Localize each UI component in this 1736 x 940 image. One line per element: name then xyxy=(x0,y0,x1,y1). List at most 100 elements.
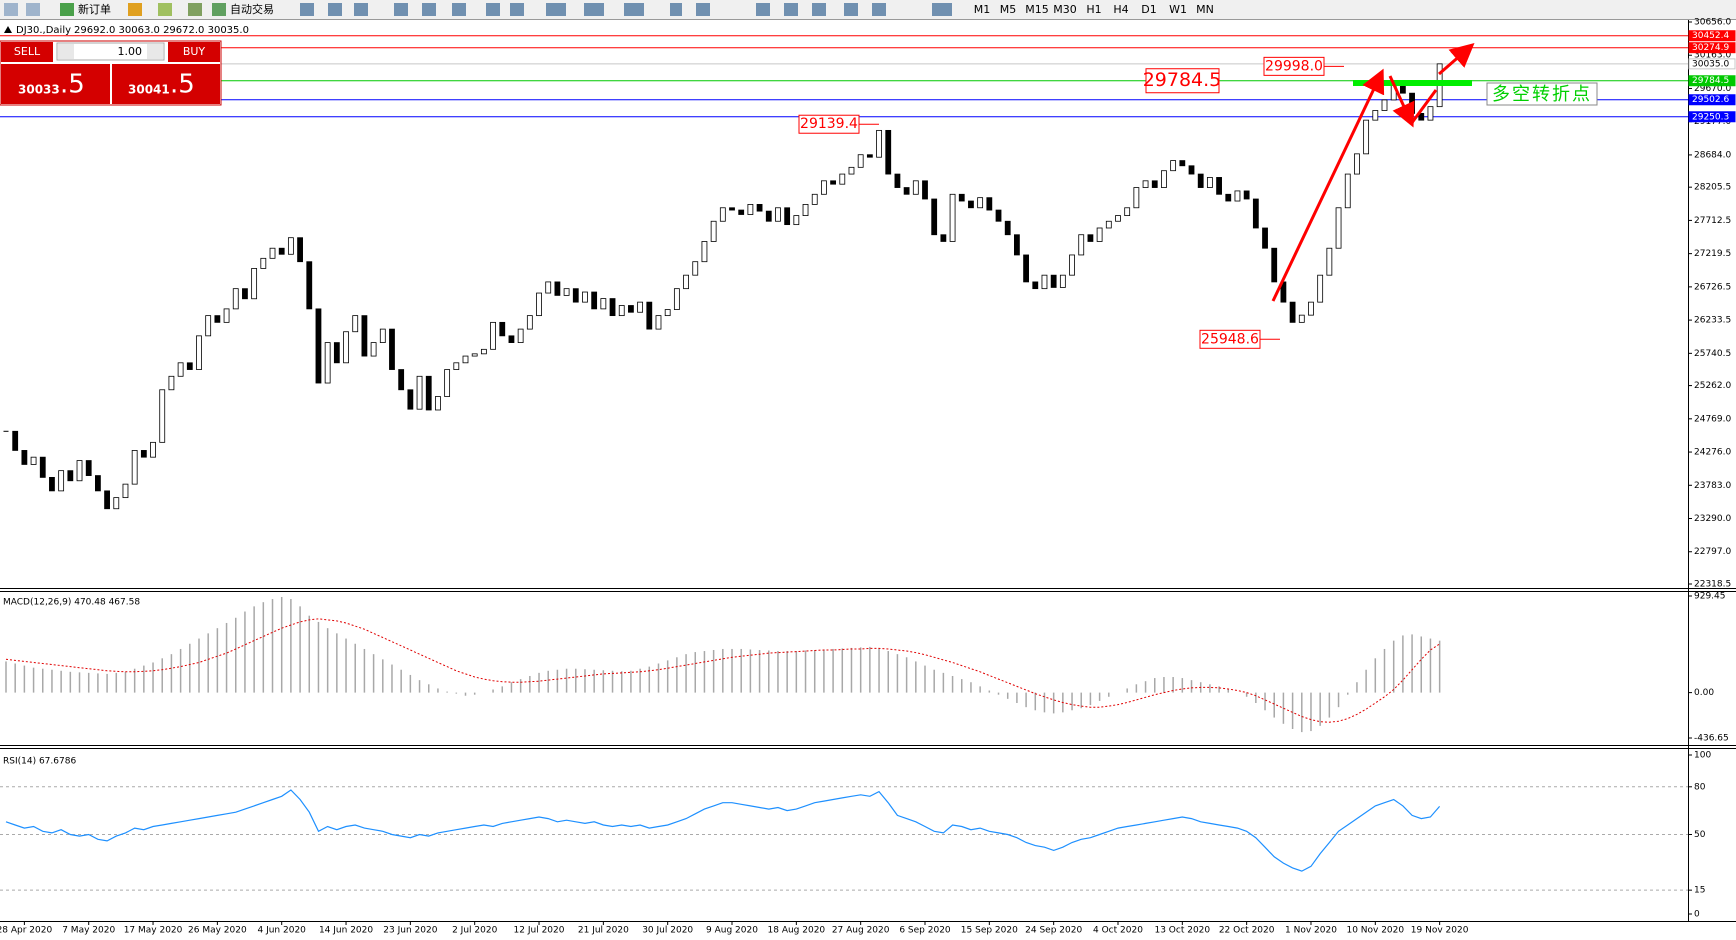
candle xyxy=(931,198,938,236)
candle xyxy=(609,298,616,317)
x-tick-label: 17 May 2020 xyxy=(124,926,183,936)
icon[interactable] xyxy=(546,3,566,16)
sell-quote[interactable] xyxy=(1,64,110,104)
timeframe[interactable]: H4 xyxy=(1113,3,1128,16)
candle xyxy=(398,369,405,391)
icon[interactable] xyxy=(486,3,500,16)
candle xyxy=(1142,180,1149,188)
timeframe[interactable]: H1 xyxy=(1086,3,1101,16)
timeframe[interactable]: M1 xyxy=(974,3,991,16)
icon[interactable] xyxy=(872,3,886,16)
candle xyxy=(582,291,588,303)
candle xyxy=(159,389,166,443)
icon[interactable] xyxy=(584,3,604,16)
buy-label[interactable]: BUY xyxy=(183,45,206,58)
icon[interactable] xyxy=(26,3,40,16)
sell-label[interactable]: SELL xyxy=(14,45,41,58)
candle xyxy=(517,328,524,343)
icon[interactable] xyxy=(354,3,368,16)
icon[interactable] xyxy=(328,3,342,16)
x-tick-label: 4 Oct 2020 xyxy=(1093,926,1143,936)
icon[interactable] xyxy=(452,3,466,16)
candle xyxy=(435,396,441,411)
icon[interactable] xyxy=(188,3,202,16)
icon[interactable] xyxy=(510,3,524,16)
candle xyxy=(821,180,827,195)
icon[interactable] xyxy=(158,3,172,16)
spin-down[interactable] xyxy=(58,44,74,59)
level-tag xyxy=(1688,94,1736,106)
icon[interactable] xyxy=(422,3,436,16)
icon[interactable] xyxy=(784,3,798,16)
icon[interactable] xyxy=(812,3,826,16)
candle xyxy=(242,288,248,300)
y-tick-label: -436.65 xyxy=(1694,734,1729,744)
volume-box[interactable] xyxy=(56,42,165,61)
candle xyxy=(1326,247,1333,276)
icon[interactable] xyxy=(670,3,682,16)
sell-pips[interactable]: .5 xyxy=(60,70,85,100)
icon[interactable] xyxy=(932,3,952,16)
timeframe[interactable]: M15 xyxy=(1025,3,1049,16)
x-tick-label: 18 Aug 2020 xyxy=(768,926,826,936)
x-tick-label: 19 Nov 2020 xyxy=(1411,926,1469,936)
icon[interactable] xyxy=(756,3,770,16)
candle xyxy=(1004,220,1011,236)
candle xyxy=(269,247,276,259)
sell-price[interactable]: 30033 xyxy=(18,83,60,97)
buy-quote[interactable] xyxy=(112,64,220,104)
timeframe[interactable]: M5 xyxy=(1000,3,1017,16)
new-order[interactable]: 新订单 xyxy=(78,2,111,16)
icon[interactable] xyxy=(212,3,226,16)
auto-trading[interactable]: 自动交易 xyxy=(230,2,274,16)
candle xyxy=(168,375,175,391)
icon[interactable] xyxy=(844,3,858,16)
timeframe[interactable]: D1 xyxy=(1141,3,1156,16)
buy-pips[interactable]: .5 xyxy=(170,70,195,100)
timeframe[interactable]: M30 xyxy=(1053,3,1077,16)
icon[interactable] xyxy=(624,3,644,16)
level-label: 29502.6 xyxy=(1692,95,1729,105)
icon[interactable] xyxy=(128,3,142,16)
candle xyxy=(866,154,873,158)
timeframe[interactable]: MN xyxy=(1196,3,1214,16)
sell-button[interactable] xyxy=(1,42,53,62)
icon[interactable] xyxy=(4,3,18,16)
icon[interactable] xyxy=(696,3,710,16)
icon[interactable] xyxy=(300,3,314,16)
candle xyxy=(701,241,708,263)
y-tick-label: 23290.0 xyxy=(1694,514,1731,524)
candle xyxy=(251,268,258,300)
annotation: 29998.0 xyxy=(1265,58,1323,74)
buy-price[interactable]: 30041 xyxy=(128,83,170,97)
candle xyxy=(857,154,864,168)
candle xyxy=(903,187,910,195)
y-tick-label: 30656.0 xyxy=(1694,18,1731,28)
candle xyxy=(683,274,689,290)
candle xyxy=(646,301,653,330)
candle xyxy=(260,257,267,269)
candle xyxy=(949,193,956,242)
candle xyxy=(673,288,680,310)
candle xyxy=(113,497,120,510)
candle xyxy=(1271,247,1278,283)
icon[interactable] xyxy=(60,3,74,16)
volume[interactable]: 1.00 xyxy=(118,45,143,58)
candle xyxy=(591,291,598,310)
candle xyxy=(1317,274,1324,303)
spin-up[interactable] xyxy=(147,44,163,59)
icon[interactable] xyxy=(394,3,408,16)
timeframe[interactable]: W1 xyxy=(1169,3,1187,16)
arrow xyxy=(1388,75,1415,128)
level-label: 30452.4 xyxy=(1692,31,1729,41)
candle xyxy=(655,315,662,330)
candle xyxy=(333,342,340,364)
y-tick-label: 929.45 xyxy=(1694,592,1726,602)
candle xyxy=(205,315,212,337)
candle xyxy=(554,281,561,296)
candle xyxy=(775,207,781,222)
buy-button[interactable] xyxy=(168,42,220,62)
candle xyxy=(1087,234,1094,242)
header-icon xyxy=(4,26,12,33)
candle xyxy=(1096,227,1103,242)
